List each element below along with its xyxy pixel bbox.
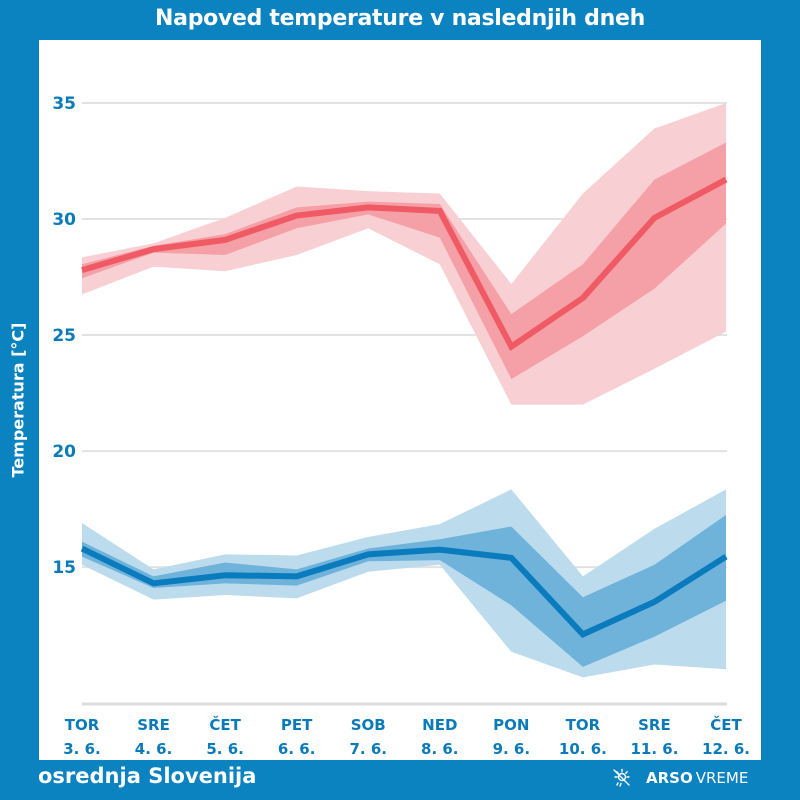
max-temperature-line [81,176,728,352]
forecast-bands [82,103,726,678]
region-label: osrednja Slovenija [38,764,257,788]
x-axis-ticks: TOR 3. 6. SRE 4. 6. ČET 5. 6. PET 6. 6. SOB 7. 6.… [63,715,750,758]
min-inner-band [82,514,726,667]
x-tick-day: PET [281,716,313,734]
x-tick-day: TOR [566,716,601,734]
x-tick-date: 9. 6. [493,740,531,758]
chart-title: Napoved temperature v naslednjih dneh [155,6,645,31]
sun-weather-icon [613,768,630,787]
x-tick-date: 3. 6. [63,740,101,758]
x-tick-day: NED [422,716,457,734]
min-temperature-line [80,545,728,639]
x-tick-date: 7. 6. [349,740,387,758]
brand-name-light: VREME [695,769,749,787]
y-tick-label: 35 [52,94,76,114]
x-tick-date: 8. 6. [421,740,459,758]
x-tick-day: ČET [209,715,241,734]
x-tick-date: 10. 6. [559,740,607,758]
x-tick-day: SRE [137,716,170,734]
x-tick-day: ČET [710,715,742,734]
y-tick-label: 20 [52,442,76,462]
y-tick-label: 15 [52,558,76,578]
x-tick-date: 11. 6. [630,740,678,758]
max-inner-band [82,142,726,380]
y-axis-ticks: 15 20 25 30 35 [52,94,76,578]
x-tick-day: PON [493,716,529,734]
x-tick-day: TOR [65,716,100,734]
x-tick-date: 5. 6. [206,740,244,758]
brand-logo[interactable]: ARSO VREME [612,768,748,788]
x-tick-date: 4. 6. [135,740,173,758]
y-tick-label: 30 [52,210,76,230]
y-tick-label: 25 [52,326,76,346]
forecast-lines [80,176,728,639]
brand-name-bold: ARSO [646,769,693,787]
x-tick-date: 12. 6. [702,740,750,758]
x-tick-day: SOB [351,716,386,734]
x-tick-day: SRE [638,716,671,734]
x-tick-date: 6. 6. [278,740,316,758]
